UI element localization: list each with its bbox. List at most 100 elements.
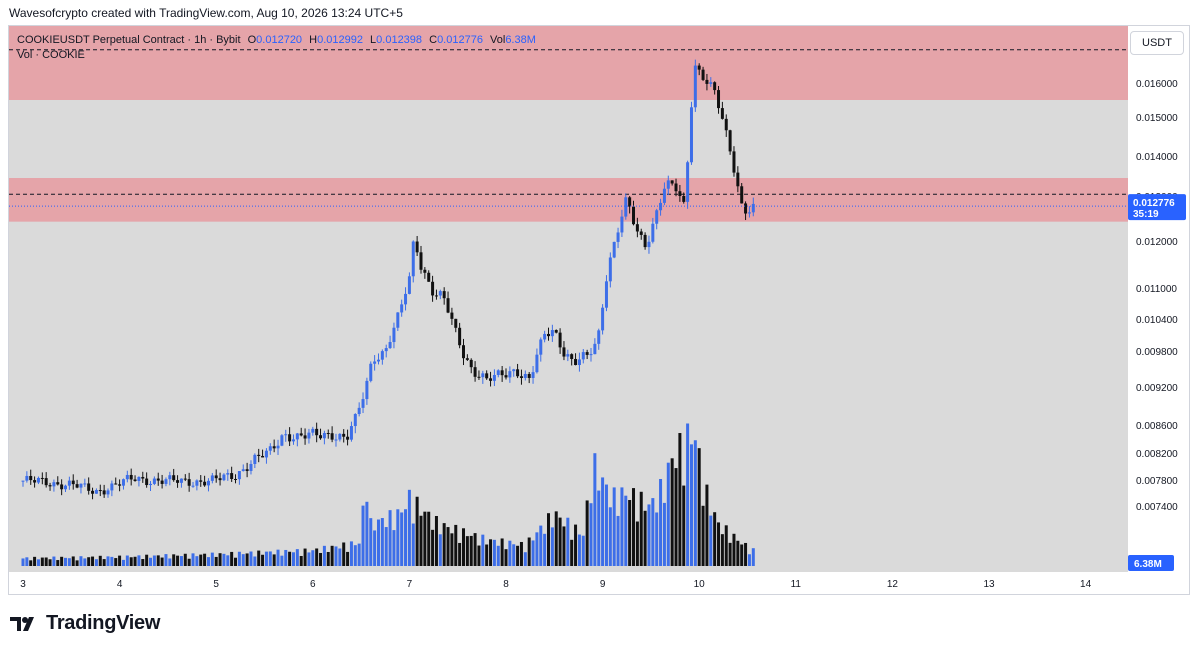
volume-bar xyxy=(288,551,292,566)
volume-bar xyxy=(400,512,404,566)
chart-canvas[interactable]: 0.0170000.0160000.0150000.0140000.013000… xyxy=(9,26,1189,594)
candle xyxy=(604,275,608,312)
candle xyxy=(303,428,307,445)
volume-bar xyxy=(330,545,334,566)
volume-bar xyxy=(245,553,249,566)
candle xyxy=(114,477,118,485)
volume-bar xyxy=(40,557,44,566)
candle xyxy=(60,479,64,496)
candle xyxy=(118,479,122,492)
candle xyxy=(527,372,531,384)
legend-volume-study[interactable]: Vol · COOKIE xyxy=(17,49,85,61)
candle xyxy=(380,349,384,365)
candle xyxy=(481,370,485,384)
volume-bar xyxy=(404,509,408,566)
candle xyxy=(376,353,380,365)
price-tick-label: 0.008200 xyxy=(1136,449,1178,460)
legend-open-label: O xyxy=(247,34,257,46)
volume-bar xyxy=(137,555,141,566)
candle xyxy=(751,197,755,217)
volume-bar xyxy=(628,500,632,566)
candle xyxy=(253,453,257,469)
candle xyxy=(98,484,102,497)
time-tick-label: 3 xyxy=(20,579,26,590)
volume-bar xyxy=(512,544,516,566)
candle xyxy=(64,484,68,493)
volume-bar xyxy=(214,556,218,566)
volume-bar xyxy=(659,479,663,566)
currency-button[interactable]: USDT xyxy=(1130,31,1184,55)
candle xyxy=(79,483,83,494)
volume-bar xyxy=(121,559,125,566)
volume-bar xyxy=(373,530,377,566)
candle xyxy=(160,474,164,489)
candle xyxy=(342,429,346,443)
time-tick-label: 7 xyxy=(407,579,413,590)
volume-bar xyxy=(56,560,60,566)
volume-bar xyxy=(481,534,485,566)
candle xyxy=(647,235,651,254)
candle xyxy=(121,478,125,490)
volume-bar xyxy=(67,558,71,566)
volume-bar xyxy=(662,502,666,566)
time-tick-label: 4 xyxy=(117,579,123,590)
tradingview-brand[interactable]: TradingView xyxy=(10,612,160,635)
candle xyxy=(516,363,520,379)
candle xyxy=(164,477,168,487)
candle xyxy=(512,368,516,377)
candle xyxy=(179,478,183,488)
candle xyxy=(21,480,25,487)
volume-bar xyxy=(415,496,419,566)
candle xyxy=(693,59,697,112)
candle xyxy=(674,178,678,197)
candle xyxy=(29,469,33,485)
candle xyxy=(249,460,253,475)
volume-bar xyxy=(717,522,721,566)
candle xyxy=(411,240,415,283)
candle xyxy=(203,475,207,487)
candle xyxy=(75,479,79,489)
candle xyxy=(732,146,736,177)
candle xyxy=(276,439,280,455)
volume-bar xyxy=(191,553,195,566)
candle xyxy=(214,469,218,483)
volume-bar xyxy=(670,458,674,566)
volume-bar xyxy=(361,505,365,566)
volume-bar xyxy=(504,549,508,566)
candle xyxy=(535,348,539,374)
volume-bar xyxy=(535,532,539,566)
candle xyxy=(311,426,315,436)
price-tick-label: 0.016000 xyxy=(1136,79,1178,90)
candle xyxy=(106,488,110,498)
candle xyxy=(639,228,643,240)
time-axis xyxy=(9,572,1128,594)
candle xyxy=(446,291,450,314)
candle xyxy=(504,368,508,380)
volume-bar xyxy=(543,533,547,566)
volume-bar xyxy=(597,490,601,566)
volume-bar xyxy=(141,559,145,566)
resistance-zone-1 xyxy=(9,26,1128,100)
candle xyxy=(172,468,176,482)
candle xyxy=(496,369,500,378)
candle xyxy=(322,430,326,445)
candle xyxy=(284,429,288,442)
candles xyxy=(21,59,755,500)
volume-bar xyxy=(299,555,303,566)
candle xyxy=(434,289,438,300)
candle xyxy=(218,472,222,486)
volume-bar xyxy=(384,527,388,566)
candle xyxy=(156,472,160,486)
candle xyxy=(129,468,133,486)
volume-bar xyxy=(454,524,458,566)
volume-bar xyxy=(319,552,323,566)
candle xyxy=(288,427,292,447)
volume-bar xyxy=(458,542,462,566)
legend-low-value: 0.012398 xyxy=(376,34,423,46)
resistance-zones xyxy=(9,26,1128,222)
legend-close-value: 0.012776 xyxy=(437,34,483,46)
volume-bar xyxy=(635,521,639,566)
candle xyxy=(110,480,114,497)
candle xyxy=(152,476,156,486)
volume-bar xyxy=(446,527,450,566)
